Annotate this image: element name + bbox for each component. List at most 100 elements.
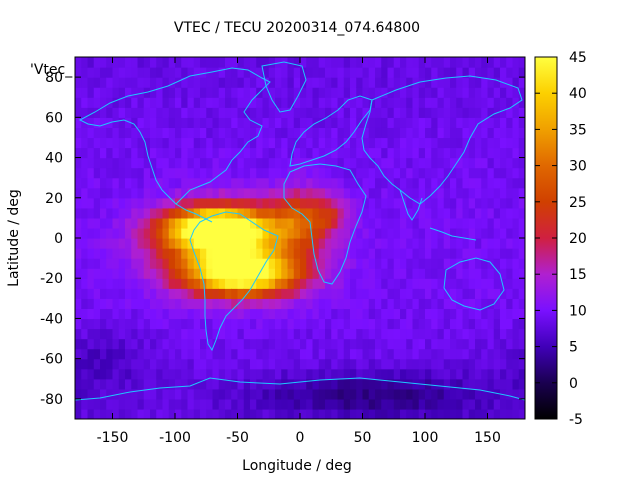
heatmap-cell	[406, 207, 414, 219]
heatmap-cell	[281, 408, 289, 419]
heatmap-cell	[143, 268, 151, 279]
heatmap-cell	[512, 388, 520, 400]
heatmap-cell	[462, 107, 470, 118]
heatmap-cell	[425, 308, 432, 320]
heatmap-cell	[387, 97, 395, 108]
heatmap-cell	[131, 268, 139, 279]
heatmap-cell	[156, 378, 164, 390]
heatmap-cell	[437, 308, 445, 320]
heatmap-cell	[462, 288, 470, 299]
heatmap-cell	[475, 127, 482, 139]
heatmap-cell	[168, 77, 176, 88]
heatmap-cell	[487, 187, 495, 199]
heatmap-cell	[187, 107, 195, 118]
heatmap-cell	[131, 217, 139, 229]
heatmap-cell	[243, 328, 251, 340]
heatmap-cell	[462, 378, 470, 390]
heatmap-cell	[156, 268, 164, 279]
heatmap-cell	[268, 217, 276, 229]
heatmap-cell	[425, 77, 432, 88]
heatmap-cell	[462, 388, 470, 400]
heatmap-cell	[193, 298, 201, 309]
heatmap-cell	[212, 288, 220, 299]
heatmap-cell	[118, 238, 126, 249]
heatmap-cell	[237, 288, 245, 299]
heatmap-cell	[237, 137, 245, 149]
heatmap-cell	[375, 157, 382, 169]
heatmap-cell	[306, 248, 314, 259]
heatmap-cell	[125, 117, 132, 128]
heatmap-cell	[331, 177, 339, 189]
heatmap-cell	[456, 388, 464, 400]
heatmap-cell	[175, 368, 182, 380]
heatmap-cell	[81, 77, 89, 88]
heatmap-cell	[131, 207, 139, 219]
heatmap-cell	[337, 97, 345, 108]
heatmap-cell	[343, 308, 351, 320]
heatmap-cell	[187, 57, 195, 68]
heatmap-cell	[162, 258, 170, 269]
heatmap-cell	[268, 147, 276, 159]
heatmap-cell	[487, 217, 495, 229]
heatmap-cell	[468, 378, 476, 390]
heatmap-cell	[75, 217, 82, 229]
heatmap-cell	[93, 328, 101, 340]
heatmap-cell	[437, 238, 445, 249]
heatmap-cell	[437, 87, 445, 98]
heatmap-cell	[362, 278, 370, 289]
heatmap-cell	[75, 278, 82, 289]
heatmap-cell	[400, 408, 407, 419]
heatmap-cell	[368, 258, 376, 269]
heatmap-cell	[287, 137, 295, 149]
heatmap-cell	[256, 278, 264, 289]
heatmap-cell	[325, 378, 332, 390]
heatmap-cell	[256, 338, 264, 350]
heatmap-cell	[168, 87, 176, 98]
heatmap-cell	[100, 388, 107, 400]
heatmap-cell	[331, 87, 339, 98]
heatmap-cell	[487, 388, 495, 400]
heatmap-cell	[406, 197, 414, 209]
heatmap-cell	[125, 378, 132, 390]
heatmap-cell	[456, 77, 464, 88]
heatmap-cell	[100, 318, 107, 330]
heatmap-cell	[218, 258, 226, 269]
heatmap-cell	[443, 197, 451, 209]
heatmap-cell	[468, 107, 476, 118]
heatmap-cell	[243, 57, 251, 68]
heatmap-cell	[275, 127, 282, 139]
heatmap-cell	[412, 358, 420, 370]
heatmap-cell	[375, 388, 382, 400]
heatmap-cell	[406, 177, 414, 189]
heatmap-cell	[256, 248, 264, 259]
heatmap-cell	[381, 177, 389, 189]
heatmap-cell	[93, 388, 101, 400]
heatmap-cell	[125, 298, 132, 309]
heatmap-cell	[150, 298, 157, 309]
heatmap-cell	[350, 67, 357, 78]
heatmap-cell	[431, 348, 439, 360]
heatmap-cell	[393, 127, 401, 139]
heatmap-cell	[312, 408, 320, 419]
heatmap-cell	[400, 338, 407, 350]
y-tick-label: 60	[45, 110, 63, 126]
heatmap-cell	[100, 298, 107, 309]
colorbar-tick-label: 45	[569, 50, 587, 66]
heatmap-cell	[481, 167, 489, 179]
heatmap-cell	[81, 107, 89, 118]
heatmap-cell	[356, 57, 364, 68]
heatmap-cell	[343, 338, 351, 350]
heatmap-cell	[406, 87, 414, 98]
heatmap-cell	[500, 87, 507, 98]
heatmap-cell	[337, 177, 345, 189]
heatmap-cell	[218, 227, 226, 239]
heatmap-cell	[293, 388, 301, 400]
heatmap-cell	[187, 368, 195, 380]
heatmap-cell	[518, 368, 525, 380]
heatmap-cell	[118, 338, 126, 350]
heatmap-cell	[181, 127, 189, 139]
heatmap-cell	[343, 197, 351, 209]
heatmap-cell	[225, 318, 232, 330]
heatmap-cell	[418, 238, 426, 249]
heatmap-cell	[468, 67, 476, 78]
